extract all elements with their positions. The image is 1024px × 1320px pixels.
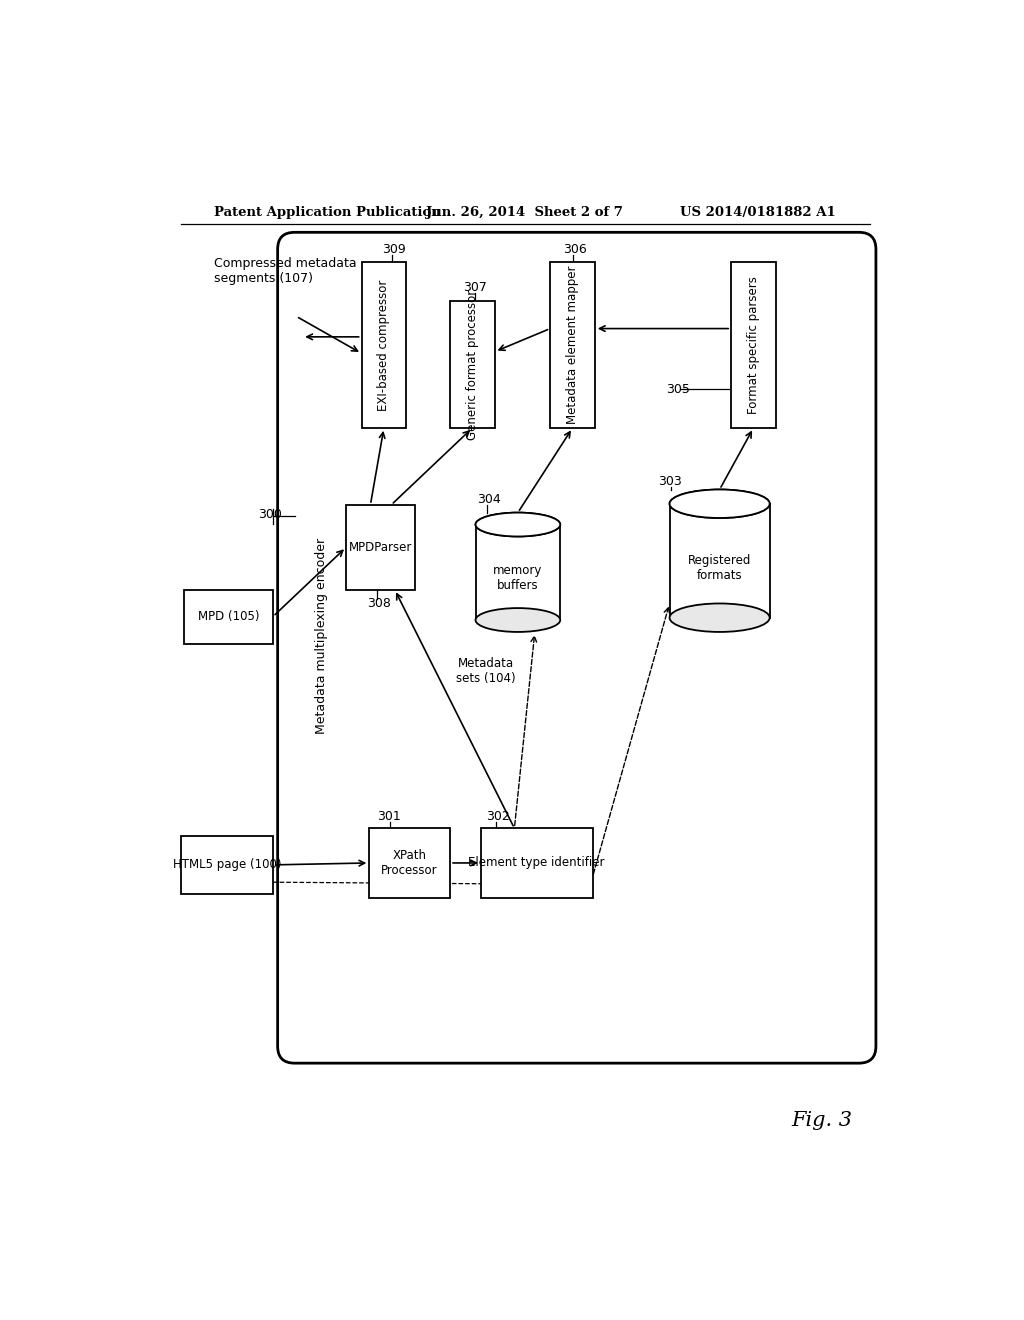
Text: Patent Application Publication: Patent Application Publication (214, 206, 440, 219)
Text: 304: 304 (477, 492, 501, 506)
FancyBboxPatch shape (370, 829, 451, 898)
Text: 306: 306 (563, 243, 587, 256)
Text: Metadata
sets (104): Metadata sets (104) (457, 657, 516, 685)
Text: 309: 309 (382, 243, 407, 256)
FancyBboxPatch shape (361, 263, 407, 428)
Text: 302: 302 (486, 810, 510, 824)
Text: Metadata multiplexing encoder: Metadata multiplexing encoder (315, 537, 328, 734)
Ellipse shape (670, 490, 770, 517)
Text: Jun. 26, 2014  Sheet 2 of 7: Jun. 26, 2014 Sheet 2 of 7 (426, 206, 624, 219)
Text: XPath
Processor: XPath Processor (381, 849, 438, 876)
FancyBboxPatch shape (278, 232, 876, 1063)
Text: memory
buffers: memory buffers (494, 564, 543, 593)
Ellipse shape (475, 512, 560, 536)
Text: 307: 307 (463, 281, 487, 294)
FancyBboxPatch shape (731, 263, 776, 428)
Text: Fig. 3: Fig. 3 (792, 1111, 852, 1130)
Text: Compressed metadata
segments (107): Compressed metadata segments (107) (214, 257, 356, 285)
Text: HTML5 page (100): HTML5 page (100) (173, 858, 281, 871)
Text: EXI-based compressor: EXI-based compressor (378, 280, 390, 411)
Text: 300: 300 (258, 508, 282, 520)
Ellipse shape (670, 603, 770, 632)
Ellipse shape (475, 512, 560, 536)
Text: 305: 305 (666, 383, 689, 396)
Text: Metadata element mapper: Metadata element mapper (566, 265, 579, 424)
FancyBboxPatch shape (180, 836, 273, 894)
Text: 303: 303 (658, 475, 682, 488)
Text: Generic format processor: Generic format processor (466, 289, 479, 440)
FancyBboxPatch shape (184, 590, 273, 644)
FancyBboxPatch shape (481, 829, 593, 898)
Text: US 2014/0181882 A1: US 2014/0181882 A1 (680, 206, 836, 219)
Text: MPD (105): MPD (105) (198, 610, 259, 623)
Text: 301: 301 (377, 810, 400, 824)
Text: MPDParser: MPDParser (349, 541, 413, 554)
Text: Registered
formats: Registered formats (688, 554, 752, 582)
FancyBboxPatch shape (550, 263, 595, 428)
Bar (670, 504, 770, 618)
FancyBboxPatch shape (451, 301, 495, 428)
FancyBboxPatch shape (346, 506, 416, 590)
Bar (475, 524, 560, 620)
Text: 308: 308 (367, 597, 391, 610)
Ellipse shape (670, 490, 770, 517)
Text: Format specific parsers: Format specific parsers (746, 276, 760, 414)
Text: Element type identifier: Element type identifier (469, 857, 605, 870)
Ellipse shape (475, 609, 560, 632)
